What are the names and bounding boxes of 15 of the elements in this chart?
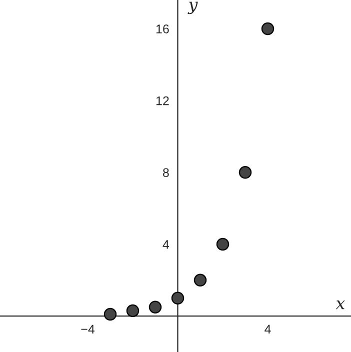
x-tick-label: −4 — [81, 324, 95, 334]
point — [104, 308, 117, 321]
point — [126, 304, 140, 318]
point — [238, 166, 252, 179]
point — [216, 238, 230, 251]
point — [194, 274, 207, 287]
y-axis-title: y — [188, 2, 198, 14]
y-tick-label: 16 — [156, 24, 169, 34]
point — [148, 300, 162, 314]
point — [171, 292, 184, 304]
y-tick-label: 12 — [156, 96, 169, 106]
y-tick-label: 4 — [162, 240, 170, 249]
y-tick-label: 8 — [163, 168, 169, 178]
x-axis-title: x — [336, 300, 345, 310]
point — [261, 22, 274, 36]
